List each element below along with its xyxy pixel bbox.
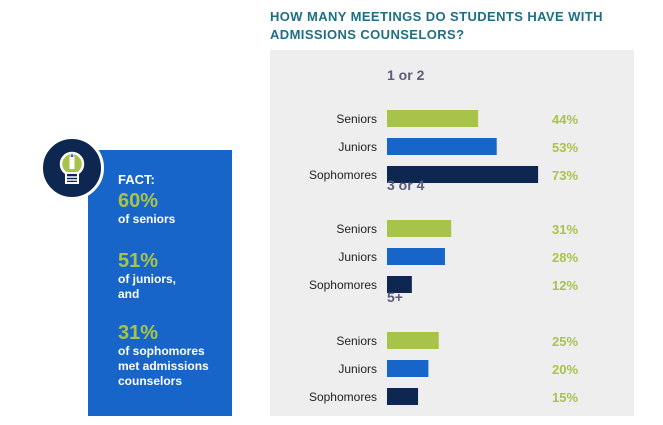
- bar: [387, 276, 412, 293]
- fact-item-sophomores: 31% of sophomores met admissions counsel…: [118, 322, 226, 389]
- group-label: 3 or 4: [387, 177, 425, 193]
- category-label: Sophomores: [309, 168, 377, 182]
- category-label: Juniors: [338, 362, 377, 376]
- value-label: 73%: [552, 168, 578, 183]
- fact-title: FACT:: [118, 172, 155, 187]
- fact-text: of seniors: [118, 212, 176, 226]
- fact-item-juniors: 51% of juniors, and: [118, 250, 198, 302]
- category-label: Seniors: [336, 112, 377, 126]
- bar: [387, 248, 445, 265]
- group-label: 1 or 2: [387, 67, 425, 83]
- fact-percent: 60%: [118, 190, 159, 212]
- bar: [387, 166, 539, 183]
- category-label: Sophomores: [309, 278, 377, 292]
- category-label: Juniors: [338, 140, 377, 154]
- chart-title: HOW MANY MEETINGS DO STUDENTS HAVE WITH …: [270, 9, 603, 42]
- bar: [387, 220, 452, 237]
- value-label: 20%: [552, 362, 578, 377]
- fact-box: FACT: 60% of seniors 51% of juniors, and…: [88, 150, 232, 416]
- value-label: 53%: [552, 140, 578, 155]
- fact-text: of juniors, and: [118, 272, 176, 301]
- bar: [387, 110, 479, 127]
- category-label: Seniors: [336, 222, 377, 236]
- value-label: 25%: [552, 334, 578, 349]
- category-label: Juniors: [338, 250, 377, 264]
- bar: [387, 360, 429, 377]
- value-label: 31%: [552, 222, 578, 237]
- bar-chart: 1 or 2 Seniors 44% Juniors 53% Sophomores 73% 3…: [309, 67, 578, 405]
- fact-item-seniors: 60% of seniors: [118, 190, 230, 227]
- category-label: Sophomores: [309, 390, 377, 404]
- value-label: 44%: [552, 112, 578, 127]
- value-label: 28%: [552, 250, 578, 265]
- fact-text: of sophomores met admissions counselors: [118, 344, 209, 388]
- value-label: 15%: [552, 390, 578, 405]
- bar: [387, 388, 419, 405]
- fact-percent: 31%: [118, 322, 159, 344]
- category-label: Seniors: [336, 334, 377, 348]
- chart-panel: 1 or 2 Seniors 44% Juniors 53% Sophomores 73% 3…: [270, 50, 634, 416]
- group-label: 5+: [387, 289, 403, 305]
- bar: [387, 332, 439, 349]
- bar: [387, 138, 497, 155]
- fact-percent: 51%: [118, 250, 159, 272]
- value-label: 12%: [552, 278, 578, 293]
- lightbulb-pencil-icon: [40, 136, 104, 200]
